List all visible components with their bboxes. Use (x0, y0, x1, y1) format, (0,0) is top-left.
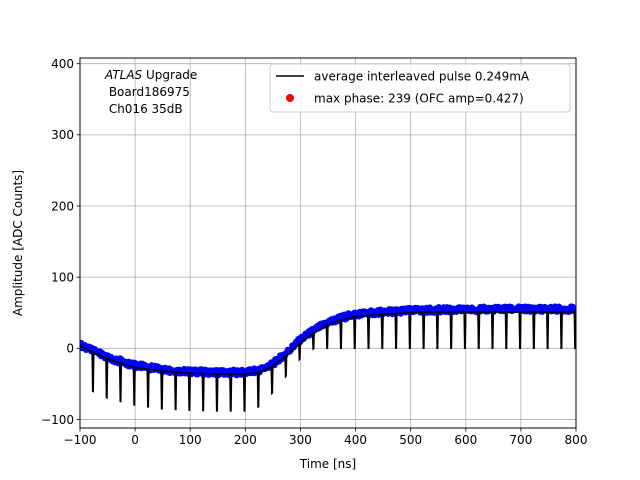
legend-marker-swatch (286, 94, 294, 102)
scatter-series (80, 303, 576, 379)
y-axis-ticks: −100 0 100 200 300 400 (41, 57, 80, 427)
legend: average interleaved pulse 0.249mA max ph… (269, 63, 571, 113)
x-tick-label: 400 (344, 433, 367, 447)
x-tick-label: 300 (289, 433, 312, 447)
x-tick-label: 0 (131, 433, 139, 447)
x-tick-label: 800 (565, 433, 588, 447)
atlas-annotation: ATLAS Upgrade Board186975 Ch016 35dB (104, 68, 197, 116)
annotation-atlas: ATLAS (104, 68, 143, 82)
y-tick-label: 400 (51, 57, 74, 71)
y-tick-label: −100 (41, 413, 74, 427)
y-tick-label: 0 (66, 342, 74, 356)
legend-label-max-phase: max phase: 239 (OFC amp=0.427) (314, 92, 524, 106)
annotation-upgrade: Upgrade (142, 68, 197, 82)
x-tick-label: 100 (179, 433, 202, 447)
y-tick-label: 300 (51, 128, 74, 142)
y-tick-label: 100 (51, 270, 74, 284)
x-axis-label: Time [ns] (299, 457, 356, 471)
x-tick-label: 500 (399, 433, 422, 447)
x-tick-label: 600 (454, 433, 477, 447)
pulse-line (80, 311, 576, 412)
plot-frame (79, 57, 577, 429)
y-axis-label: Amplitude [ADC Counts] (11, 170, 25, 316)
legend-box (269, 63, 571, 113)
x-axis-ticks: −100 0 100 200 300 400 500 600 700 800 (64, 428, 588, 447)
x-tick-label: 700 (509, 433, 532, 447)
annotation-line-2: Board186975 (105, 85, 190, 99)
annotation-line-1: ATLAS Upgrade (104, 68, 197, 82)
legend-label-pulse: average interleaved pulse 0.249mA (314, 70, 530, 84)
annotation-line-3: Ch016 35dB (105, 102, 183, 116)
x-tick-label: 200 (234, 433, 257, 447)
y-tick-label: 200 (51, 199, 74, 213)
x-tick-label: −100 (64, 433, 97, 447)
